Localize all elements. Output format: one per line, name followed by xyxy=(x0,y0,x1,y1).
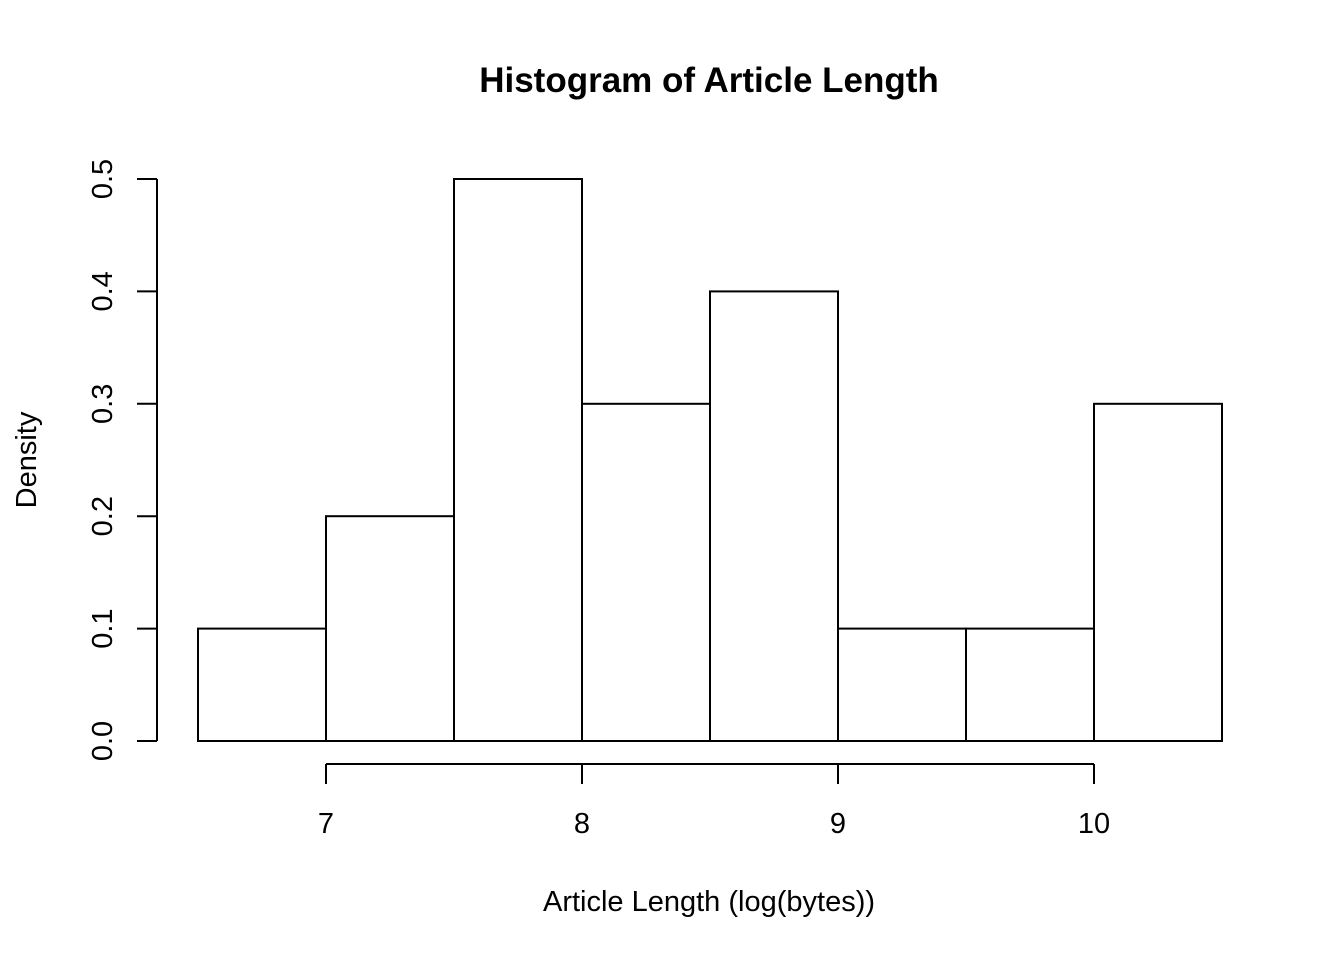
y-tick-label-2: 0.2 xyxy=(87,496,119,536)
bars-group xyxy=(197,178,1223,743)
y-tick-label-4: 0.4 xyxy=(87,271,119,311)
x-axis-label: Article Length (log(bytes)) xyxy=(543,886,875,918)
histogram-bar-3 xyxy=(581,402,711,742)
histogram-bar-7 xyxy=(1093,402,1223,742)
y-axis-label: Density xyxy=(11,411,43,508)
x-tick-label-3: 10 xyxy=(1078,808,1110,840)
x-tick-label-1: 8 xyxy=(574,808,590,840)
x-tick-label-2: 9 xyxy=(830,808,846,840)
histogram-bar-1 xyxy=(325,515,455,743)
y-tick-label-1: 0.1 xyxy=(87,608,119,648)
y-tick-label-0: 0.0 xyxy=(87,721,119,761)
y-axis: 0.0 0.1 0.2 0.3 0.4 0.5 xyxy=(87,159,158,761)
histogram-bar-0 xyxy=(197,627,327,742)
histogram-bar-5 xyxy=(837,627,967,742)
x-tick-label-0: 7 xyxy=(318,808,334,840)
histogram-bar-4 xyxy=(709,290,839,742)
chart-title: Histogram of Article Length xyxy=(479,61,939,100)
y-tick-label-5: 0.5 xyxy=(87,159,119,199)
histogram-bar-2 xyxy=(453,178,583,742)
histogram-bar-6 xyxy=(965,627,1095,742)
x-axis: 7 8 9 10 xyxy=(318,763,1110,840)
y-tick-label-3: 0.3 xyxy=(87,384,119,424)
